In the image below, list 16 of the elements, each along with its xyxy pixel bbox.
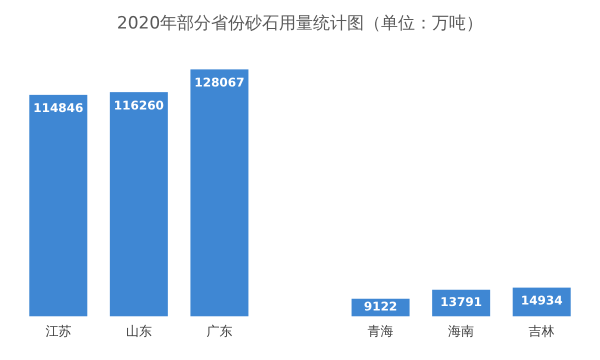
bar [190, 69, 248, 316]
x-tick-label: 青海 [368, 324, 394, 340]
data-label: 114846 [33, 101, 84, 116]
x-tick-label: 海南 [448, 324, 474, 340]
x-tick-label: 吉林 [528, 324, 555, 340]
data-label: 128067 [194, 76, 244, 90]
x-tick-label: 广东 [206, 324, 232, 340]
data-label: 116260 [114, 98, 164, 112]
x-tick-label: 江苏 [45, 324, 72, 340]
chart-title: 2020年部分省份砂石用量统计图（单位：万吨） [116, 14, 484, 34]
bar [110, 92, 168, 316]
data-label: 9122 [364, 300, 398, 314]
data-label: 14934 [520, 294, 563, 308]
data-label: 13791 [440, 295, 482, 310]
bar [29, 94, 88, 316]
x-tick-label: 山东 [126, 324, 152, 340]
